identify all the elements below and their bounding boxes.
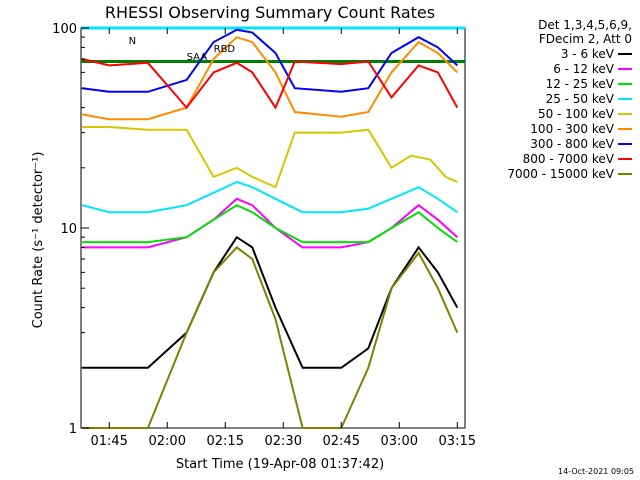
x-tick-label: 03:00	[381, 434, 418, 449]
legend-swatch	[618, 172, 632, 175]
series-line	[82, 246, 459, 429]
y-tick-label: 10	[60, 222, 77, 237]
legend-swatch	[618, 127, 632, 130]
legend-swatch	[618, 157, 632, 160]
x-tick-label: 03:15	[439, 434, 476, 449]
x-tick-label: 02:00	[149, 434, 186, 449]
x-tick-label: 02:45	[323, 434, 360, 449]
y-tick-label: 100	[52, 22, 77, 37]
legend-label: 100 - 300 keV	[530, 121, 614, 136]
legend-entry: 6 - 12 keV	[482, 61, 632, 76]
legend-label: 300 - 800 keV	[530, 136, 614, 151]
legend-label: 800 - 7000 keV	[522, 151, 614, 166]
series-line	[82, 36, 459, 121]
legend-header-line: FDecim 2, Att 0	[538, 32, 632, 46]
legend-swatch	[618, 67, 632, 70]
legend-entry: 25 - 50 keV	[482, 91, 632, 106]
legend-swatch	[618, 142, 632, 145]
legend-header-line: Det 1,3,4,5,6,9,	[538, 18, 632, 32]
series-line	[81, 58, 459, 110]
legend-swatch	[618, 82, 632, 85]
timestamp: 14-Oct-2021 09:05	[558, 467, 634, 476]
legend-label: 12 - 25 keV	[545, 76, 614, 91]
legend-entry: 12 - 25 keV	[482, 76, 632, 91]
series-line	[81, 180, 458, 214]
legend-label: 7000 - 15000 keV	[507, 166, 614, 181]
series-line	[82, 28, 458, 93]
legend-label: 25 - 50 keV	[545, 91, 614, 106]
series-line	[82, 235, 459, 369]
flag-label: RBD	[214, 44, 236, 55]
chart-title: RHESSI Observing Summary Count Rates	[105, 3, 435, 22]
legend-entry: 7000 - 15000 keV	[482, 166, 632, 181]
legend-entry: 800 - 7000 keV	[482, 151, 632, 166]
series-line	[82, 204, 458, 244]
legend-label: 50 - 100 keV	[537, 106, 614, 121]
legend-entry: 300 - 800 keV	[482, 136, 632, 151]
legend-swatch	[618, 97, 632, 100]
flag-label: N	[129, 36, 136, 47]
y-axis-label: Count Rate (s⁻¹ detector⁻¹)	[31, 152, 46, 329]
flag-label: SAA	[187, 52, 208, 63]
legend-label: 6 - 12 keV	[553, 61, 614, 76]
legend-label: 3 - 6 keV	[560, 46, 614, 61]
x-tick-label: 02:15	[207, 434, 244, 449]
x-tick-label: 02:30	[265, 434, 302, 449]
x-axis-label: Start Time (19-Apr-08 01:37:42)	[176, 457, 384, 472]
y-tick-label: 1	[69, 422, 77, 437]
legend-entry: 100 - 300 keV	[482, 121, 632, 136]
x-tick-label: 01:45	[90, 434, 127, 449]
legend-entry: 50 - 100 keV	[482, 106, 632, 121]
legend-entry: 3 - 6 keV	[482, 46, 632, 61]
series-line	[82, 126, 458, 189]
legend-swatch	[618, 52, 632, 55]
legend-swatch	[618, 112, 632, 115]
